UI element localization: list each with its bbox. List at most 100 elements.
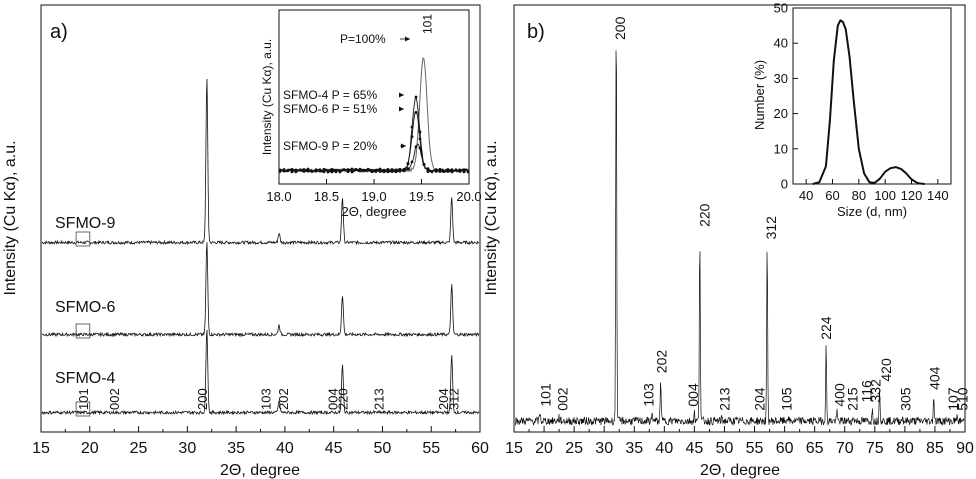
reflection-label: 305 bbox=[897, 387, 913, 411]
x-tick-label: 50 bbox=[374, 440, 392, 457]
inset-a-x-axis: 18.0 18.5 19.0 19.5 20.0 bbox=[266, 179, 482, 204]
inset-series-marker bbox=[306, 169, 310, 173]
inset-series-marker bbox=[434, 168, 438, 172]
x-tick-label: 15 bbox=[505, 440, 523, 457]
inset-series-marker bbox=[378, 170, 382, 173]
inset-series-marker bbox=[406, 167, 410, 171]
inset-x-tick-label: 120 bbox=[901, 188, 923, 203]
series-name: SFMO-9 bbox=[55, 215, 116, 232]
inset-series-marker bbox=[402, 167, 406, 171]
inset-y-tick-label: 10 bbox=[774, 141, 788, 156]
reflection-label: 220 bbox=[335, 388, 350, 410]
x-tick-label: 70 bbox=[836, 440, 854, 457]
inset-x-tick-label: 100 bbox=[874, 188, 896, 203]
reflection-label: 204 bbox=[436, 388, 451, 410]
x-tick-label: 85 bbox=[926, 440, 944, 457]
panel-a: a) Intensity (Cu Kα), a.u. 2Θ, degree 15… bbox=[2, 4, 489, 479]
series-curve bbox=[41, 78, 480, 246]
panel-b-curves bbox=[514, 50, 965, 427]
inset-series-marker bbox=[278, 170, 282, 173]
reflection-label: 101 bbox=[76, 388, 91, 410]
reflection-label: 312 bbox=[447, 388, 462, 410]
reflection-label: 404 bbox=[926, 366, 942, 390]
inset-x-tick-label: 18.0 bbox=[266, 189, 291, 204]
x-tick-label: 55 bbox=[746, 440, 764, 457]
inset-annotation-arrowhead bbox=[405, 36, 410, 42]
x-tick-label: 55 bbox=[422, 440, 440, 457]
inset-b-xlabel: Size (d, nm) bbox=[837, 204, 907, 219]
inset-series-marker bbox=[418, 137, 422, 141]
inset-x-tick-label: 19.5 bbox=[409, 189, 434, 204]
inset-series-marker bbox=[410, 135, 414, 139]
series-name: SFMO-4 bbox=[55, 370, 116, 387]
inset-annotation: P=100% bbox=[340, 32, 386, 46]
inset-series-marker bbox=[454, 168, 458, 172]
panel-a-ylabel: Intensity (Cu Kα), a.u. bbox=[2, 140, 19, 295]
inset-series-marker bbox=[354, 168, 358, 171]
inset-y-tick-label: 50 bbox=[774, 1, 788, 16]
panel-a-inset: Intensity (Cu Kα), a.u. 2Θ, degree 18.0 1… bbox=[260, 9, 482, 219]
panel-a-series-names: SFMO-9 SFMO-6 SFMO-4 bbox=[55, 215, 116, 387]
reflection-label: 204 bbox=[751, 387, 767, 411]
inset-series-marker bbox=[350, 167, 354, 171]
panel-a-xlabel: 2Θ, degree bbox=[220, 462, 300, 479]
series-curve bbox=[41, 242, 480, 338]
inset-b-curve bbox=[812, 19, 925, 185]
panel-b-xlabel: 2Θ, degree bbox=[700, 462, 780, 479]
inset-series-marker bbox=[430, 169, 434, 173]
zoom-marker-box bbox=[75, 231, 91, 247]
inset-series-marker bbox=[442, 169, 446, 173]
panel-b-x-axis: 15 20 25 30 35 40 45 50 55 60 65 70 75 80 85 90 bbox=[505, 426, 974, 457]
reflection-label: 116 bbox=[858, 380, 874, 403]
reflection-label: 101 bbox=[537, 383, 553, 407]
panel-b: b) Intensity (Cu Kα), a.u. 2Θ, degree 15… bbox=[483, 1, 974, 479]
x-tick-label: 20 bbox=[535, 440, 553, 457]
inset-series-marker bbox=[390, 168, 394, 172]
reflection-label: 107 bbox=[945, 387, 961, 411]
reflection-label: 202 bbox=[276, 388, 291, 410]
x-tick-label: 90 bbox=[956, 440, 974, 457]
reflection-label: 224 bbox=[818, 316, 834, 340]
x-tick-label: 30 bbox=[178, 440, 196, 457]
inset-series-marker bbox=[294, 170, 298, 174]
reflection-label: 200 bbox=[195, 388, 210, 410]
zoom-marker-box bbox=[75, 323, 91, 339]
reflection-label: 202 bbox=[653, 350, 669, 374]
inset-series-marker bbox=[286, 168, 290, 172]
x-tick-label: 60 bbox=[471, 440, 489, 457]
inset-x-tick-label: 60 bbox=[825, 188, 839, 203]
x-tick-label: 30 bbox=[595, 440, 613, 457]
reflection-label: 213 bbox=[716, 387, 732, 411]
inset-series-marker bbox=[326, 169, 330, 173]
inset-y-tick-label: 30 bbox=[774, 71, 788, 86]
inset-series-marker bbox=[370, 170, 374, 174]
x-tick-label: 50 bbox=[716, 440, 734, 457]
inset-series-marker bbox=[322, 168, 326, 172]
inset-series-marker bbox=[450, 169, 454, 173]
inset-series-marker bbox=[290, 168, 294, 171]
reflection-label: 103 bbox=[641, 383, 657, 407]
inset-y-tick-label: 40 bbox=[774, 36, 788, 51]
inset-x-tick-label: 19.0 bbox=[361, 189, 386, 204]
inset-series-marker bbox=[406, 162, 410, 166]
reflection-label: 332 bbox=[867, 379, 883, 403]
inset-annotation-arrowhead bbox=[399, 92, 404, 98]
inset-a-curves bbox=[278, 57, 470, 174]
x-tick-label: 25 bbox=[565, 440, 583, 457]
x-tick-label: 25 bbox=[130, 440, 148, 457]
inset-y-tick-label: 20 bbox=[774, 106, 788, 121]
inset-series-marker bbox=[358, 168, 362, 172]
reflection-label: 420 bbox=[878, 358, 894, 382]
inset-series-marker bbox=[422, 163, 426, 167]
series-curve bbox=[41, 329, 480, 416]
inset-series-marker bbox=[410, 160, 414, 164]
inset-series-marker bbox=[382, 170, 386, 174]
x-tick-label: 60 bbox=[776, 440, 794, 457]
x-tick-label: 20 bbox=[81, 440, 99, 457]
inset-x-tick-label: 18.5 bbox=[314, 189, 339, 204]
inset-series-marker bbox=[298, 168, 302, 172]
inset-series-marker bbox=[338, 170, 342, 173]
zoom-marker-box bbox=[75, 401, 91, 417]
reflection-label: 400 bbox=[831, 383, 847, 407]
